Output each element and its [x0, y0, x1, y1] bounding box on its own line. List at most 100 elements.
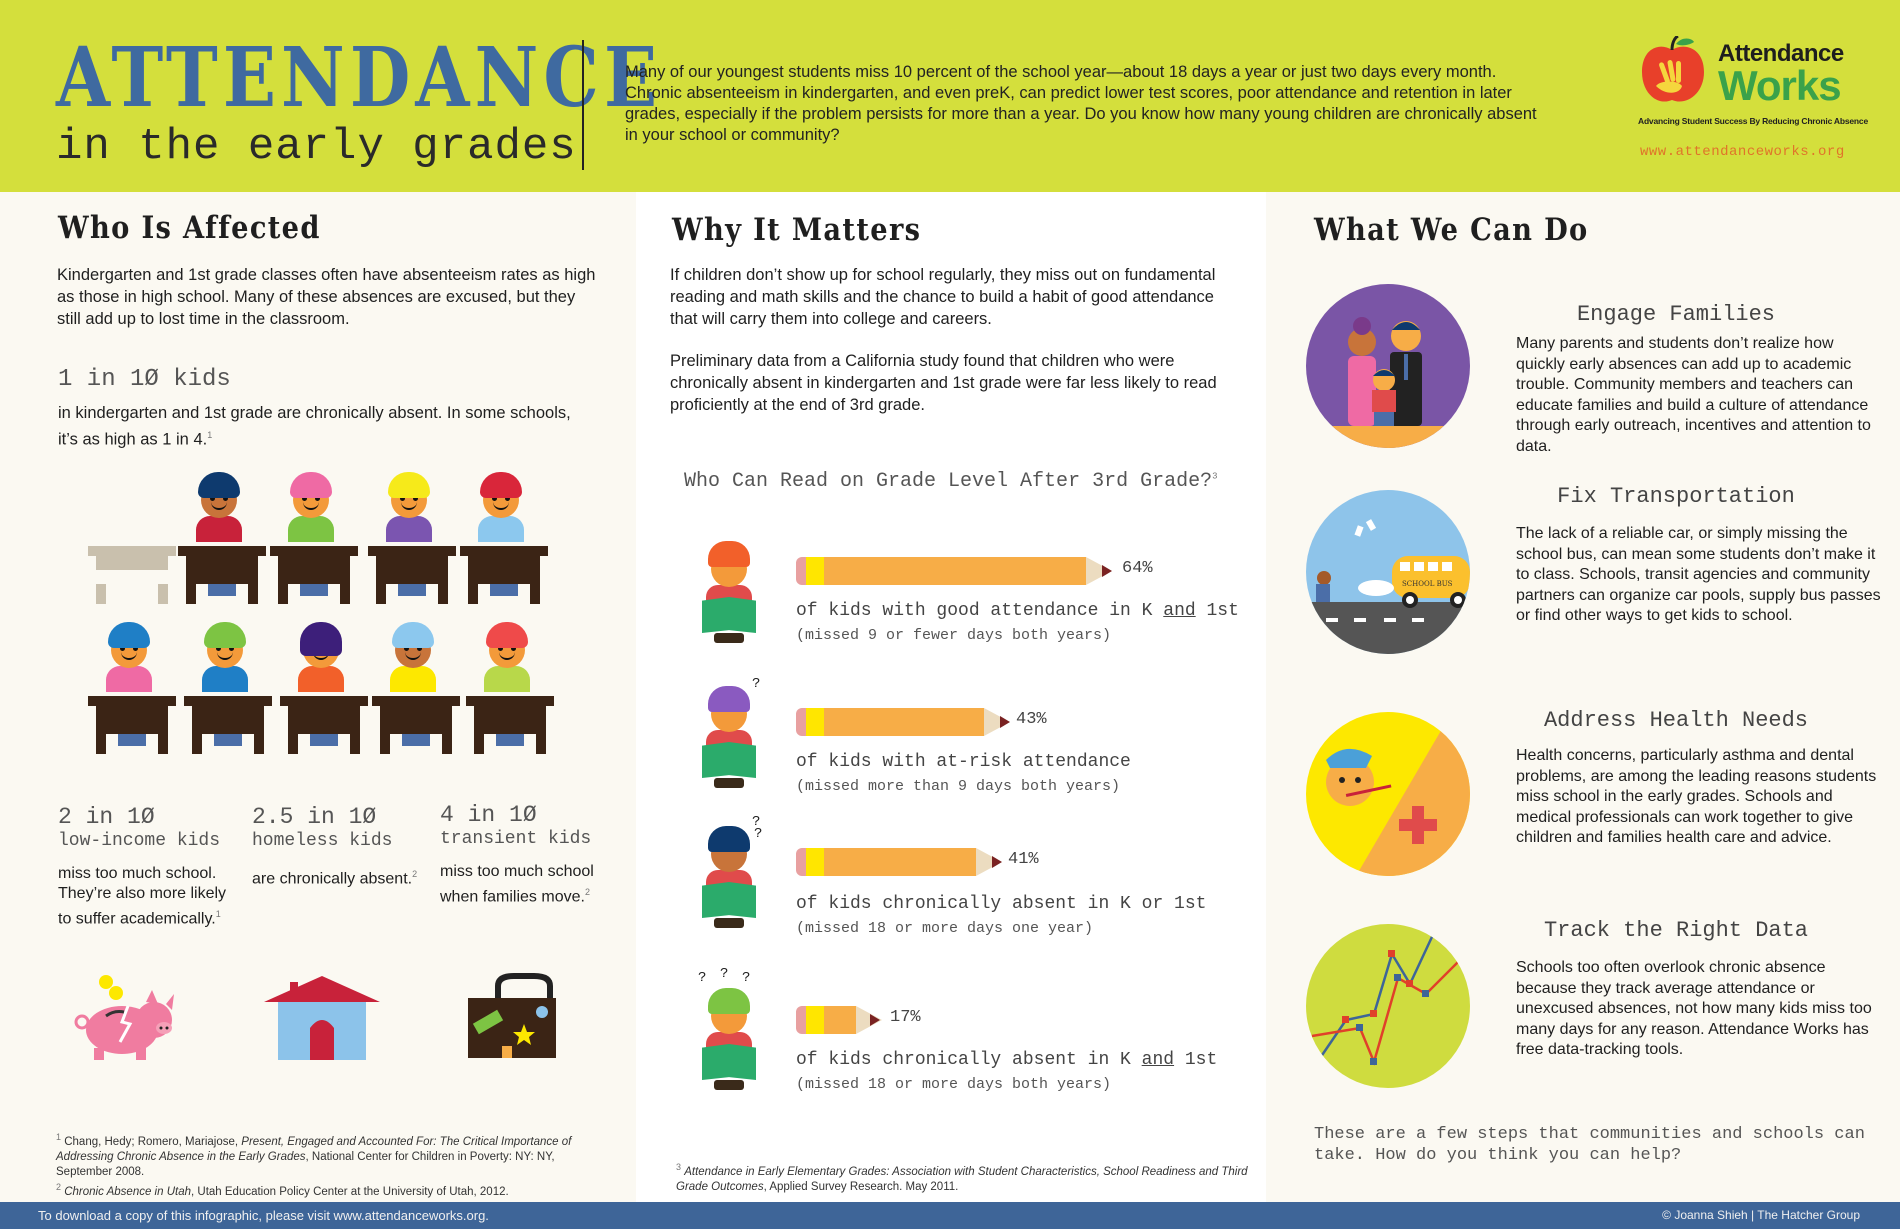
- stat-1-in-10-desc: in kindergarten and 1st grade are chroni…: [58, 402, 578, 451]
- stat-homeless: 2.5 in 1Ø homeless kids are chronically …: [252, 804, 432, 889]
- desk-icon: [466, 696, 554, 754]
- section-title-who-is-affected: Who Is Affected: [58, 210, 321, 246]
- empty-desk-icon: [88, 546, 176, 604]
- confused-reader-icon: ??: [696, 814, 766, 932]
- bar-label-text: 1st: [1174, 1050, 1218, 1070]
- pencil-bar-43: [796, 708, 1010, 736]
- kid-icon: [374, 472, 444, 572]
- bar-label-emphasis: and: [1163, 601, 1196, 621]
- closing-question: These are a few steps that communities a…: [1314, 1125, 1865, 1165]
- desk-icon: [368, 546, 456, 604]
- footnote-ref: 3: [1212, 471, 1218, 482]
- confused-reader-icon: ?: [696, 676, 766, 792]
- action-text: The lack of a reliable car, or simply mi…: [1516, 525, 1881, 624]
- classroom-kids-illustration: [80, 462, 580, 754]
- bar-label-text: 1st: [1195, 601, 1239, 621]
- page-title: ATTENDANCE: [56, 30, 663, 126]
- happy-reader-icon: [696, 537, 766, 647]
- reading-bar-good-attendance: 64% of kids with good attendance in K an…: [696, 537, 1256, 657]
- bar-value: 64%: [1122, 559, 1153, 578]
- sick-child-icon: [1306, 712, 1470, 876]
- logo-word-attendance: Attendance: [1718, 40, 1844, 67]
- download-link[interactable]: To download a copy of this infographic, …: [38, 1208, 489, 1223]
- chart-title: Who Can Read on Grade Level After 3rd Gr…: [684, 470, 1218, 493]
- bar-sublabel: (missed 9 or fewer days both years): [796, 627, 1112, 644]
- kid-icon: [286, 622, 356, 722]
- footnote-2: 2 Chronic Absence in Utah, Utah Educatio…: [56, 1181, 509, 1198]
- footer-bar: To download a copy of this infographic, …: [0, 1202, 1900, 1229]
- logo-word-works: Works: [1718, 62, 1842, 109]
- reading-bar-chronic-both-years: ??? 17% of kids chronically absent in K …: [696, 966, 1256, 1094]
- bar-label-text: of kids with good attendance in K: [796, 601, 1164, 621]
- pencil-bar-17: [796, 1006, 882, 1034]
- footnote-3: 3 Attendance in Early Elementary Grades:…: [676, 1162, 1248, 1193]
- header-intro-text: Many of our youngest students miss 10 pe…: [625, 63, 1537, 144]
- website-link[interactable]: www.attendanceworks.org: [1640, 144, 1845, 160]
- copyright-credit: © Joanna Shieh | The Hatcher Group: [1662, 1208, 1860, 1222]
- desk-icon: [178, 546, 266, 604]
- footnote-2-publisher: , Utah Education Policy Center at the Un…: [191, 1185, 509, 1198]
- stat-number: 4 in 1Ø: [440, 802, 537, 828]
- action-title: Track the Right Data: [1543, 918, 1809, 943]
- action-address-health-needs: Address Health Needs Health concerns, pa…: [1306, 708, 1886, 892]
- stat-description: are chronically absent.2: [252, 864, 432, 889]
- action-text: Many parents and students don’t realize …: [1516, 335, 1871, 455]
- footnote-1-publisher: , National Center for Children in Povert…: [56, 1150, 555, 1178]
- stat-transient: 4 in 1Ø transient kids miss too much sch…: [440, 802, 620, 907]
- desk-icon: [184, 696, 272, 754]
- action-title: Engage Families: [1576, 302, 1776, 327]
- suitcase-icon: [468, 973, 556, 1058]
- confused-reader-icon: ???: [696, 966, 766, 1094]
- reading-bar-at-risk: ? 43% of kids with at-risk attendance (m…: [696, 676, 1256, 802]
- footnote-ref: 2: [412, 869, 418, 879]
- stat-low-income: 2 in 1Ø low-income kids miss too much sc…: [58, 804, 238, 929]
- logo-tagline: Advancing Student Success By Reducing Ch…: [1638, 116, 1868, 126]
- pencil-bar-64: [796, 557, 1112, 585]
- kid-icon: [472, 622, 542, 722]
- bar-label-emphasis: and: [1141, 1050, 1175, 1070]
- stat-description: miss too much school when families move.…: [440, 862, 620, 907]
- footnote-3-publisher: , Applied Survey Research. May 2011.: [763, 1180, 959, 1193]
- action-title: Address Health Needs: [1543, 708, 1809, 733]
- bar-sublabel: (missed 18 or more days one year): [796, 920, 1094, 937]
- kid-icon: [94, 622, 164, 722]
- header-banner: ATTENDANCE in the early grades Many of o…: [0, 0, 1900, 192]
- bar-value: 43%: [1016, 710, 1047, 729]
- action-text: Health concerns, particularly asthma and…: [1516, 747, 1877, 846]
- action-track-right-data: Track the Right Data Schools too often o…: [1306, 918, 1886, 1104]
- stat-label: transient kids: [440, 829, 592, 849]
- stat-description-text: miss too much school. They’re also more …: [58, 865, 227, 928]
- bar-label: of kids with at-risk attendance: [796, 752, 1131, 772]
- who-affected-intro: Kindergarten and 1st grade classes often…: [57, 266, 596, 328]
- reading-bar-chronic-one-year: ?? 41% of kids chronically absent in K o…: [696, 814, 1256, 942]
- why-it-matters-column: Why It Matters If children don’t show up…: [636, 192, 1266, 1202]
- desk-icon: [280, 696, 368, 754]
- bar-label: of kids chronically absent in K and 1st: [796, 1050, 1217, 1070]
- footnote-ref: 2: [584, 887, 590, 897]
- stat-number: 2 in 1Ø: [58, 804, 155, 830]
- broken-piggy-bank-icon: [74, 975, 174, 1060]
- kid-icon: [466, 472, 536, 572]
- stat-description-text: miss too much school when families move.: [440, 863, 594, 906]
- kid-icon: [184, 472, 254, 572]
- stat-number: 2.5 in 1Ø: [252, 804, 377, 830]
- footnote-ref: 1: [207, 430, 213, 440]
- section-title-why-it-matters: Why It Matters: [672, 212, 922, 248]
- apple-hand-icon: [1642, 36, 1704, 102]
- action-title: Fix Transportation: [1557, 484, 1795, 509]
- stat-description: miss too much school. They’re also more …: [58, 864, 238, 929]
- bar-label: of kids chronically absent in K or 1st: [796, 894, 1207, 914]
- stat-description-text: are chronically absent.: [252, 870, 413, 888]
- footnote-ref: 1: [215, 909, 221, 919]
- footnote-1-authors: Chang, Hedy; Romero, Mariajose,: [64, 1135, 242, 1148]
- footnote-1-title: Present, Engaged and Accounted For: The …: [56, 1135, 572, 1163]
- action-fix-transportation: SCHOOL BUS Fix Transportation The lack o…: [1306, 484, 1886, 670]
- footnote-1: 1 Chang, Hedy; Romero, Mariajose, Presen…: [56, 1132, 572, 1178]
- page-subtitle: in the early grades: [56, 122, 577, 172]
- attendance-works-logo[interactable]: Attendance Works Advancing Student Succe…: [1636, 24, 1886, 164]
- kid-icon: [378, 622, 448, 722]
- desk-icon: [270, 546, 358, 604]
- desk-icon: [88, 696, 176, 754]
- action-text: Schools too often overlook chronic absen…: [1516, 959, 1872, 1058]
- kid-icon: [276, 472, 346, 572]
